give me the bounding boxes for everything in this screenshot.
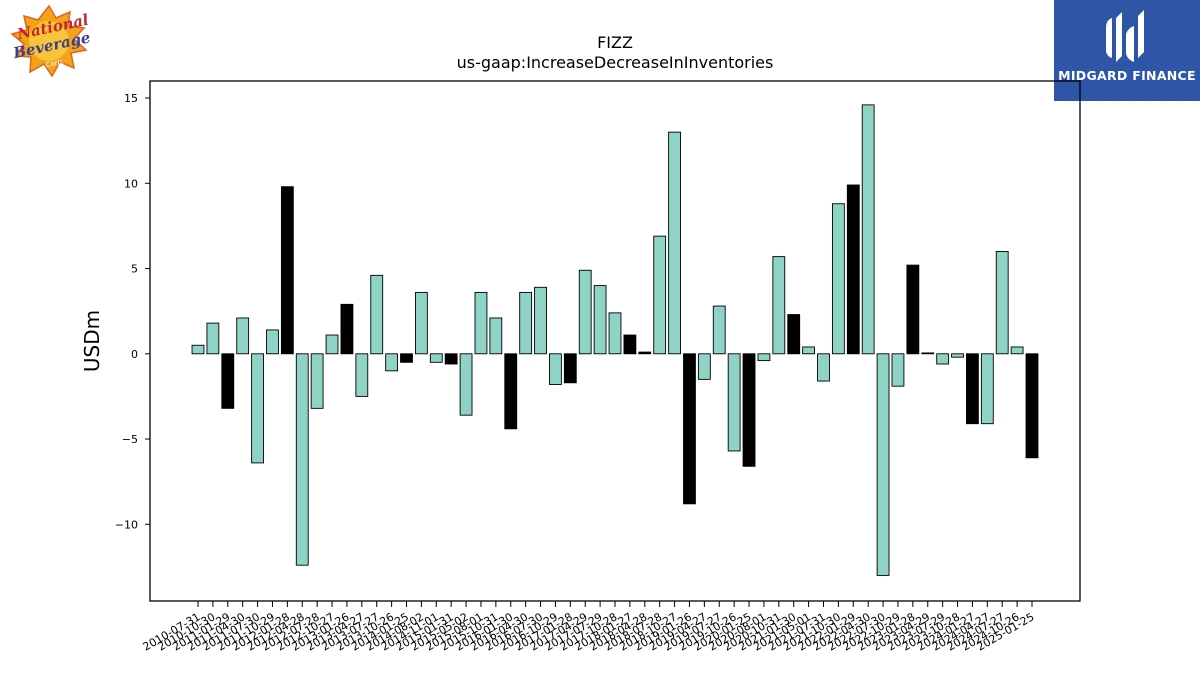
- bar: [951, 353, 964, 358]
- bar: [802, 346, 816, 355]
- y-tick-label: 15: [124, 92, 138, 105]
- bar: [1025, 353, 1039, 459]
- bar: [414, 291, 428, 355]
- bars-layer: [191, 104, 1039, 576]
- bar: [742, 353, 756, 467]
- bar: [563, 353, 577, 384]
- bar: [236, 317, 250, 355]
- chart-title: FIZZ: [597, 33, 633, 52]
- bar: [549, 353, 562, 385]
- bar: [891, 353, 905, 387]
- bar: [831, 203, 845, 355]
- bar: [251, 353, 264, 464]
- bar: [489, 317, 503, 355]
- x-axis: 2010-07-312010-10-302011-01-292011-04-30…: [141, 601, 1037, 654]
- bar: [846, 184, 860, 355]
- bar: [221, 353, 235, 409]
- bar: [325, 334, 339, 355]
- bar: [980, 353, 994, 425]
- bar: [876, 353, 890, 576]
- bar: [995, 251, 1009, 355]
- bar: [623, 334, 637, 355]
- bar: [653, 235, 667, 355]
- y-tick-label: −5: [122, 433, 138, 446]
- midgard-finance-logo: MIDGARD FINANCE: [1054, 0, 1200, 101]
- midgard-mark-icon: [1106, 10, 1144, 62]
- bar: [206, 322, 220, 355]
- bar: [191, 344, 205, 355]
- y-tick-label: −10: [115, 518, 138, 531]
- bar: [608, 312, 622, 355]
- bar: [638, 351, 652, 355]
- bar: [593, 285, 607, 355]
- midgard-finance-wordmark: MIDGARD FINANCE: [1058, 68, 1196, 83]
- bar: [921, 352, 935, 355]
- bar: [966, 353, 979, 425]
- bar: [444, 353, 458, 365]
- bar: [459, 353, 473, 416]
- bar: [817, 353, 830, 382]
- bar: [474, 291, 488, 355]
- bar: [787, 314, 801, 355]
- bar: [906, 264, 920, 355]
- bar: [697, 353, 711, 380]
- bar: [668, 131, 681, 355]
- bar: [1010, 346, 1024, 355]
- bar: [310, 353, 324, 409]
- chart-subtitle: us-gaap:IncreaseDecreaseInInventories: [457, 53, 774, 72]
- bar: [936, 353, 950, 365]
- bar: [280, 186, 294, 355]
- bar: [727, 353, 741, 452]
- bar: [757, 353, 771, 362]
- bar: [712, 305, 726, 355]
- y-tick-label: 10: [124, 177, 138, 190]
- bar: [266, 329, 279, 355]
- bar: [534, 286, 547, 355]
- y-tick-label: 0: [131, 348, 138, 361]
- national-beverage-logo: National Beverage Corp.: [4, 4, 94, 78]
- bar: [772, 256, 786, 355]
- bar: [519, 291, 533, 355]
- y-axis: −10 −5 0 5 10 15: [115, 92, 150, 531]
- bar: [400, 353, 413, 363]
- bar: [370, 274, 384, 355]
- bar: [385, 353, 399, 372]
- y-tick-label: 5: [131, 263, 138, 276]
- bar: [578, 269, 592, 355]
- y-axis-label: USDm: [80, 310, 104, 372]
- bar: [429, 353, 443, 363]
- bar: [861, 104, 875, 355]
- plot-frame: [149, 80, 1081, 602]
- bar: [340, 303, 354, 355]
- bar: [504, 353, 518, 430]
- bar: [683, 353, 696, 505]
- bar: [295, 353, 309, 566]
- bar: [355, 353, 369, 397]
- logo-word-corp: Corp.: [45, 57, 65, 69]
- national-beverage-logo-graphic: National Beverage Corp.: [10, 4, 92, 78]
